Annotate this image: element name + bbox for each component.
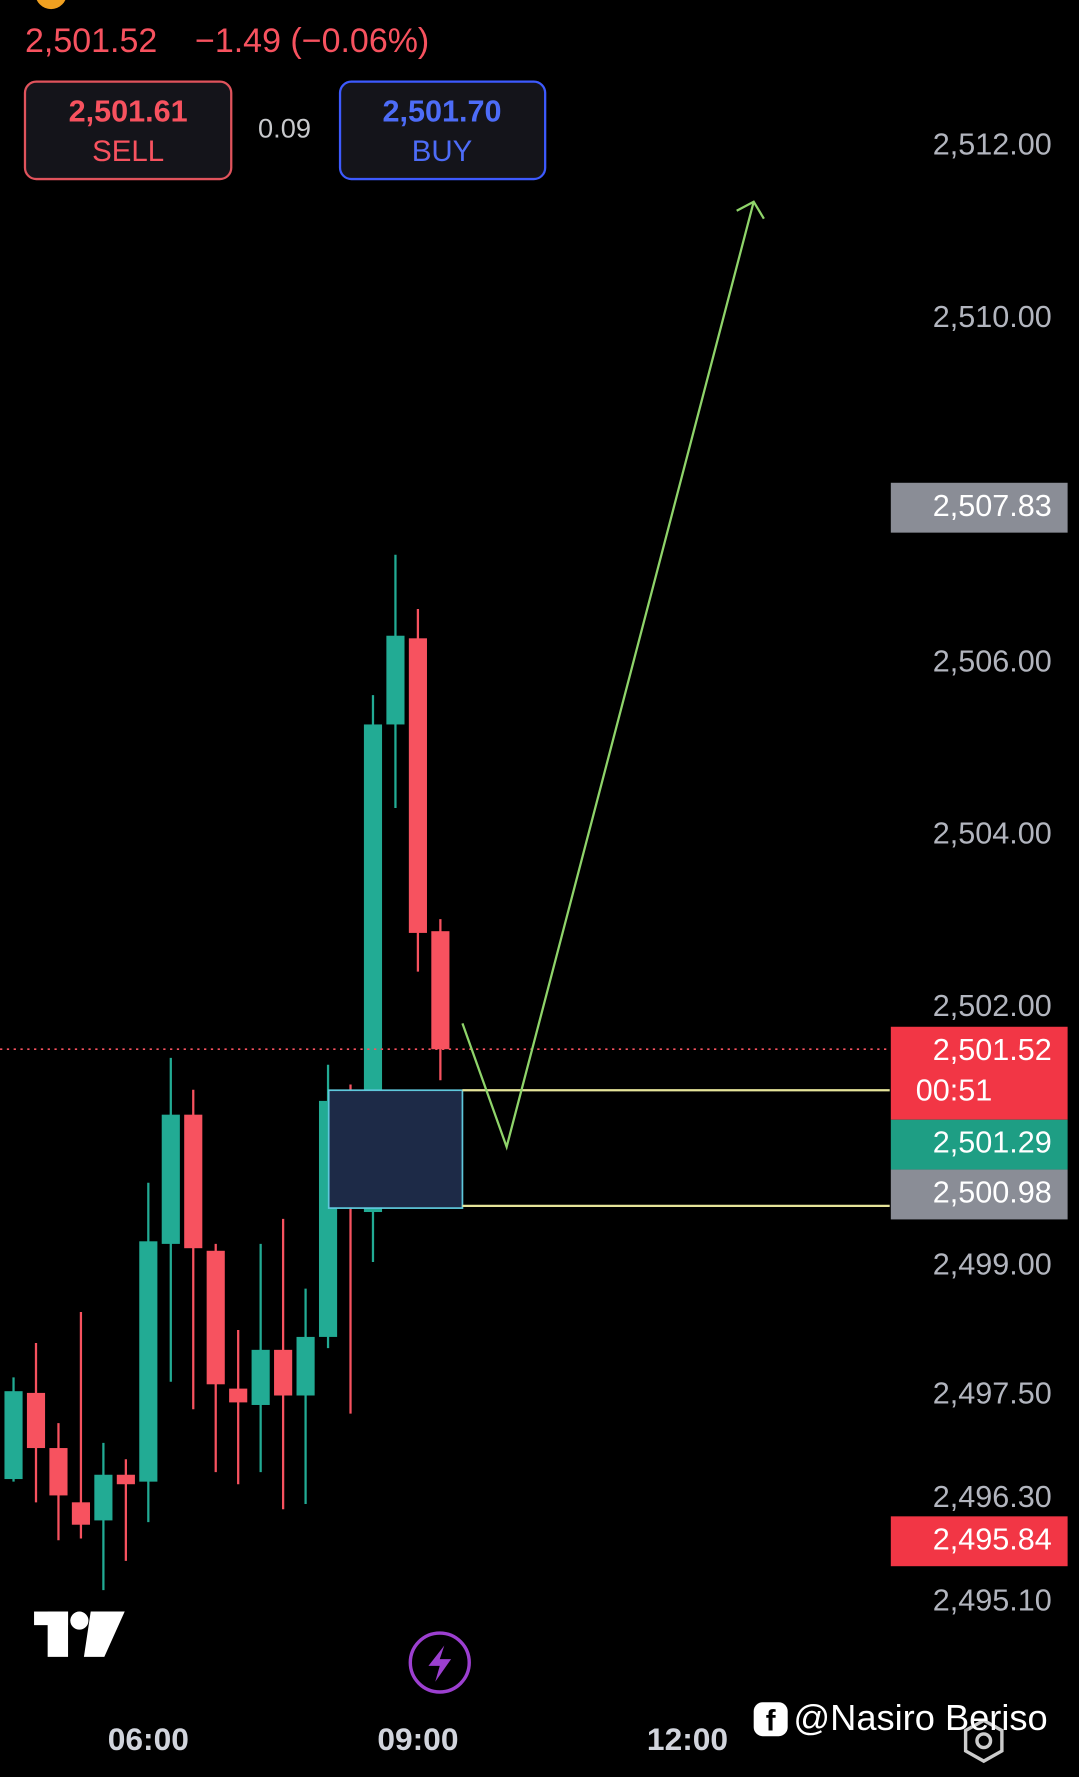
x-tick-label: 06:00	[108, 1721, 189, 1757]
candle-body	[274, 1349, 293, 1396]
price-marker-label: 2,507.83	[933, 489, 1052, 523]
price-marker-label: 2,501.52	[933, 1033, 1052, 1067]
price-marker	[890, 482, 1068, 533]
candle-body	[139, 1241, 158, 1482]
y-tick-label: 2,495.10	[933, 1583, 1052, 1617]
y-tick-label: 2,496.30	[933, 1480, 1052, 1514]
y-tick-label: 2,512.00	[933, 128, 1052, 162]
plot-area	[0, 145, 896, 1714]
buy-label: BUY	[412, 135, 473, 168]
zone-box	[327, 1089, 464, 1209]
price-marker-label: 2,500.98	[933, 1176, 1052, 1210]
lightning-icon	[428, 1645, 452, 1682]
y-tick-label: 2,510.00	[933, 300, 1052, 334]
last-price: 2,501.52	[25, 22, 157, 60]
candle-body	[296, 1336, 315, 1396]
x-tick-label: 12:00	[647, 1721, 728, 1757]
y-tick-label: 2,499.00	[933, 1247, 1052, 1281]
candle-body	[71, 1502, 90, 1525]
facebook-glyph: f	[766, 1704, 776, 1737]
replay-button[interactable]	[408, 1631, 471, 1694]
candle-body	[206, 1250, 225, 1385]
candle-body	[49, 1448, 68, 1496]
price-marker-label: 2,495.84	[933, 1522, 1052, 1556]
candle-body	[94, 1474, 113, 1521]
price-marker	[890, 1169, 1068, 1220]
price-marker-label: 2,501.29	[933, 1126, 1052, 1160]
sell-label: SELL	[92, 135, 164, 168]
candle-body	[4, 1391, 23, 1480]
settings-icon[interactable]	[963, 1718, 1004, 1764]
price-change: −1.49 (−0.06%)	[195, 22, 429, 60]
sell-price: 2,501.61	[69, 94, 188, 128]
y-tick-label: 2,504.00	[933, 817, 1052, 851]
projection-arrow	[461, 201, 755, 1151]
countdown: 00:51	[916, 1074, 993, 1108]
candle-body	[251, 1349, 270, 1405]
candle-body	[229, 1388, 248, 1403]
facebook-icon	[753, 1702, 788, 1737]
buy-button[interactable]	[338, 80, 547, 181]
sell-button[interactable]	[23, 80, 233, 181]
candle-body	[386, 635, 405, 725]
candle-body	[184, 1114, 203, 1249]
candle-body	[408, 638, 427, 933]
y-tick-label: 2,497.50	[933, 1377, 1052, 1411]
settings-icon-center	[975, 1732, 993, 1750]
price-marker	[890, 1026, 1068, 1120]
arrow-head	[736, 200, 765, 220]
candle-body	[161, 1114, 180, 1244]
x-tick-label: 09:00	[377, 1721, 458, 1757]
logo	[34, 1611, 125, 1657]
price-marker	[890, 1516, 1068, 1567]
watermark: @Nasiro Beriso	[793, 1697, 1047, 1738]
symbol-icon	[36, 0, 66, 10]
y-tick-label: 2,506.00	[933, 644, 1052, 678]
candle-body	[116, 1474, 135, 1485]
buy-price: 2,501.70	[383, 94, 502, 128]
y-tick-label: 2,502.00	[933, 989, 1052, 1023]
price-marker	[890, 1119, 1068, 1170]
candle-body	[431, 931, 450, 1050]
candle-body	[26, 1392, 46, 1449]
spread: 0.09	[258, 113, 311, 144]
